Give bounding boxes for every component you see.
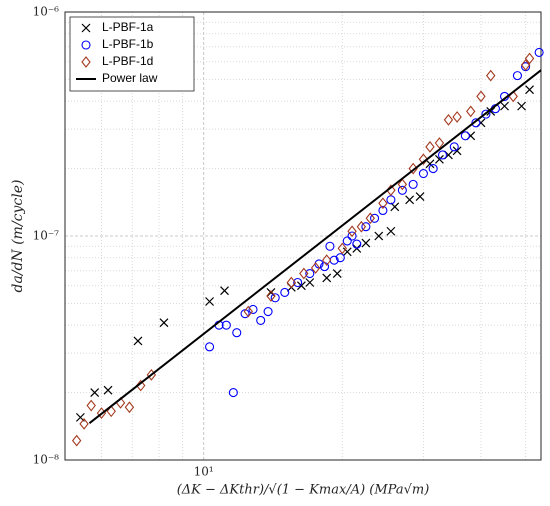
- point: [486, 69, 496, 82]
- point: [270, 293, 280, 303]
- y-tick-label: 10⁻⁷: [33, 229, 60, 243]
- point: [418, 153, 429, 166]
- point: [386, 226, 396, 236]
- point: [534, 47, 544, 57]
- point: [408, 179, 418, 189]
- point: [335, 253, 345, 263]
- point: [263, 306, 273, 317]
- legend-label: L-PBF-1a: [102, 20, 154, 34]
- point: [248, 304, 258, 315]
- point: [310, 262, 321, 274]
- legend-label: L-PBF-1d: [102, 54, 153, 68]
- point: [240, 309, 250, 319]
- point: [443, 113, 454, 126]
- point: [378, 205, 388, 216]
- point: [135, 379, 146, 392]
- point: [293, 277, 303, 288]
- point: [243, 305, 253, 318]
- y-axis-label: da/dN (m/cycle): [10, 180, 26, 293]
- legend-marker: [81, 23, 91, 33]
- point: [124, 401, 135, 414]
- point: [452, 146, 462, 156]
- point: [437, 150, 448, 160]
- point: [232, 328, 242, 338]
- point: [205, 342, 215, 352]
- point: [159, 318, 169, 328]
- point: [524, 52, 535, 65]
- legend-label: Power law: [102, 71, 158, 85]
- point: [460, 131, 470, 141]
- point: [449, 142, 459, 152]
- point: [133, 336, 143, 346]
- point: [397, 178, 408, 191]
- y-tick-label: 10⁻⁸: [33, 453, 60, 467]
- point: [374, 231, 384, 241]
- point: [342, 247, 352, 257]
- axes-frame: [64, 11, 542, 461]
- point: [352, 239, 362, 249]
- point: [322, 273, 332, 283]
- point: [512, 71, 522, 81]
- point: [471, 118, 481, 128]
- point: [434, 137, 445, 149]
- point: [342, 236, 352, 246]
- point: [405, 195, 415, 205]
- point: [361, 222, 371, 232]
- point: [86, 399, 96, 412]
- point: [365, 212, 375, 225]
- legend-label: L-PBF-1b: [102, 37, 154, 51]
- x-tick-label: 10¹: [194, 465, 214, 479]
- point: [325, 241, 335, 251]
- point: [228, 388, 238, 398]
- point: [286, 276, 297, 289]
- point: [525, 85, 534, 95]
- point: [452, 111, 462, 123]
- point: [486, 106, 496, 116]
- point: [500, 101, 509, 111]
- point: [71, 434, 82, 447]
- point: [90, 388, 100, 397]
- point: [378, 197, 388, 210]
- point: [103, 385, 113, 395]
- point: [266, 290, 276, 302]
- point: [299, 267, 309, 280]
- point: [418, 169, 428, 179]
- point: [347, 225, 357, 238]
- point: [347, 231, 357, 241]
- point: [466, 105, 476, 118]
- point: [220, 286, 229, 296]
- point: [305, 278, 315, 287]
- point: [221, 320, 231, 330]
- point: [305, 268, 315, 279]
- point: [428, 164, 438, 174]
- point: [435, 154, 444, 164]
- point: [425, 159, 435, 169]
- point: [361, 238, 371, 248]
- point: [106, 405, 116, 418]
- point: [332, 269, 342, 278]
- y-tick-label: 10⁻⁶: [33, 5, 60, 19]
- legend-marker: [81, 56, 91, 68]
- point: [337, 242, 348, 255]
- point: [205, 297, 214, 306]
- point: [356, 220, 367, 233]
- point: [397, 185, 407, 195]
- point: [370, 213, 380, 223]
- point: [520, 59, 531, 71]
- point: [280, 287, 290, 297]
- point: [476, 90, 486, 103]
- point: [256, 315, 266, 325]
- point: [322, 254, 332, 267]
- x-axis-label: (ΔK − ΔKthr)/√(1 − Kmax/A) (MPa√m): [177, 483, 430, 498]
- legend-marker: [81, 40, 91, 50]
- point: [296, 281, 306, 291]
- power-law-line: [88, 69, 542, 424]
- point: [517, 101, 526, 111]
- point: [415, 192, 425, 201]
- point: [79, 417, 89, 430]
- point: [425, 140, 435, 153]
- point: [481, 109, 491, 119]
